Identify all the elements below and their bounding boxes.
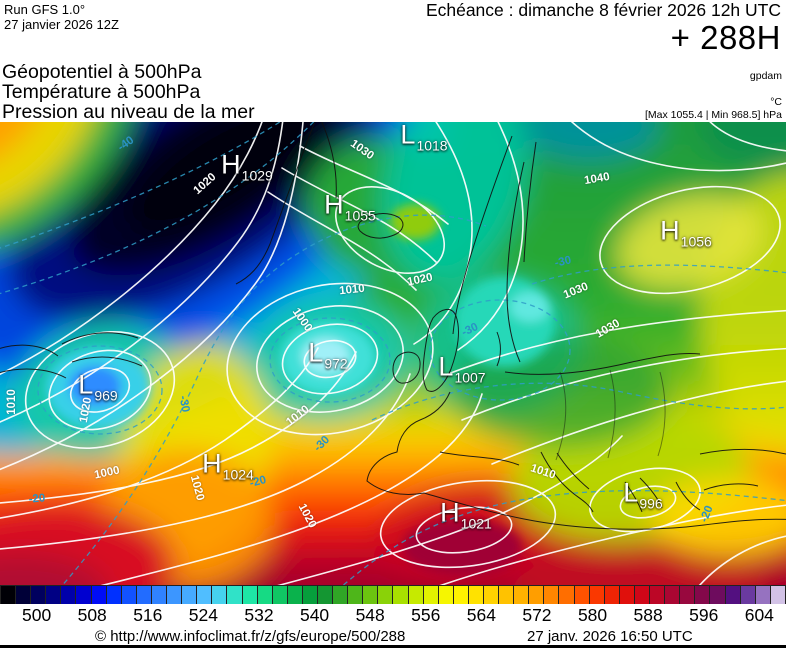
source-url-text: © http://www.infoclimat.fr/z/gfs/europe/… <box>95 628 406 645</box>
colorbar-tick-labels: 500 508 516 524 532 540 548 556 564 572 580 588 596 6… <box>0 604 786 626</box>
colorbar-cell <box>453 586 469 604</box>
colorbar-cell <box>740 586 756 604</box>
temperature-contours <box>0 122 786 585</box>
colorbar-cell <box>31 586 47 604</box>
colorbar-cell <box>91 586 107 604</box>
colorbar-tick: 604 <box>744 605 774 625</box>
colorbar-cell <box>227 586 243 604</box>
colorbar-tick: 500 <box>22 605 52 625</box>
colorbar-cell <box>408 586 424 604</box>
colorbar-cell <box>242 586 258 604</box>
colorbar-tick: 508 <box>77 605 107 625</box>
colorbar-cell <box>423 586 439 604</box>
colorbar-cell <box>333 586 349 604</box>
colorbar-cell <box>770 586 785 604</box>
forecast-hour-label: + 288H <box>670 19 781 56</box>
colorbar-cell <box>725 586 741 604</box>
colorbar-cell <box>650 586 666 604</box>
unit-geopotential: gpdam <box>749 70 782 82</box>
colorbar-cell <box>363 586 379 604</box>
colorbar-tick: 524 <box>188 605 218 625</box>
colorbar-cell <box>136 586 152 604</box>
map-title-geopotential: Géopotentiel à 500hPa <box>2 61 202 83</box>
geopotential-colorbar <box>0 585 786 605</box>
colorbar-cell <box>755 586 771 604</box>
colorbar-cell <box>393 586 409 604</box>
colorbar-tick: 556 <box>411 605 441 625</box>
colorbar-cell <box>604 586 620 604</box>
pressure-minmax-label: [Max 1055.4 | Min 968.5] hPa <box>645 109 782 121</box>
colorbar-cell <box>468 586 484 604</box>
colorbar-cell <box>46 586 62 604</box>
isobar-contours <box>0 122 786 585</box>
colorbar-cell <box>559 586 575 604</box>
colorbar-cell <box>302 586 318 604</box>
colorbar-tick: 572 <box>522 605 552 625</box>
colorbar-tick: 540 <box>299 605 330 625</box>
colorbar-cell <box>619 586 635 604</box>
colorbar-cell <box>665 586 681 604</box>
colorbar-cell <box>574 586 590 604</box>
colorbar-cell <box>121 586 137 604</box>
colorbar-cell <box>348 586 364 604</box>
colorbar-cell <box>272 586 288 604</box>
colorbar-cell <box>317 586 334 604</box>
bottom-edge <box>0 645 786 648</box>
weather-map: 1020 1030 1040 1030 1030 1010 1020 1000 … <box>0 122 786 585</box>
colorbar-cell <box>680 586 696 604</box>
colorbar-cell <box>106 586 122 604</box>
colorbar-cell <box>287 586 303 604</box>
colorbar-tick: 564 <box>466 605 496 625</box>
map-title-temperature: Température à 500hPa <box>2 81 201 103</box>
colorbar-cell <box>197 586 213 604</box>
colorbar-cell <box>182 586 198 604</box>
header: Run GFS 1.0° 27 janvier 2026 12Z Echéanc… <box>0 0 786 123</box>
map-title-pressure: Pression au niveau de la mer <box>2 101 255 123</box>
colorbar-cell <box>61 586 77 604</box>
coastlines <box>0 122 786 530</box>
colorbar-cell <box>151 586 168 604</box>
colorbar-tick: 516 <box>133 605 163 625</box>
run-model-label: Run GFS 1.0° <box>4 2 86 17</box>
colorbar-cell <box>710 586 726 604</box>
colorbar-cell <box>695 586 711 604</box>
colorbar-tick: 532 <box>244 605 274 625</box>
footer: © http://www.infoclimat.fr/z/gfs/europe/… <box>0 626 786 648</box>
colorbar-cell <box>438 586 454 604</box>
colorbar-cell <box>257 586 273 604</box>
colorbar-cell <box>544 586 560 604</box>
weather-map-art <box>0 122 786 585</box>
colorbar-cell <box>514 586 530 604</box>
colorbar-tick: 588 <box>633 605 663 625</box>
colorbar-cell <box>16 586 32 604</box>
colorbar-tick: 596 <box>689 605 719 625</box>
colorbar-cell <box>212 586 228 604</box>
colorbar-cell <box>378 586 394 604</box>
colorbar-cell <box>589 586 605 604</box>
colorbar-cell <box>529 586 545 604</box>
colorbar-cell <box>484 586 500 604</box>
valid-time-label: Echéance : dimanche 8 février 2026 12h U… <box>425 0 781 20</box>
colorbar-cell <box>499 586 515 604</box>
colorbar-cell <box>76 586 92 604</box>
colorbar-cell <box>634 586 651 604</box>
colorbar-tick: 580 <box>577 605 608 625</box>
colorbar-cell <box>167 586 183 604</box>
unit-temperature: °C <box>770 96 782 108</box>
colorbar-tick: 548 <box>355 605 385 625</box>
colorbar-cell <box>1 586 17 604</box>
generation-time-text: 27 janv. 2026 16:50 UTC <box>527 628 693 645</box>
run-date-label: 27 janvier 2026 12Z <box>4 17 119 32</box>
